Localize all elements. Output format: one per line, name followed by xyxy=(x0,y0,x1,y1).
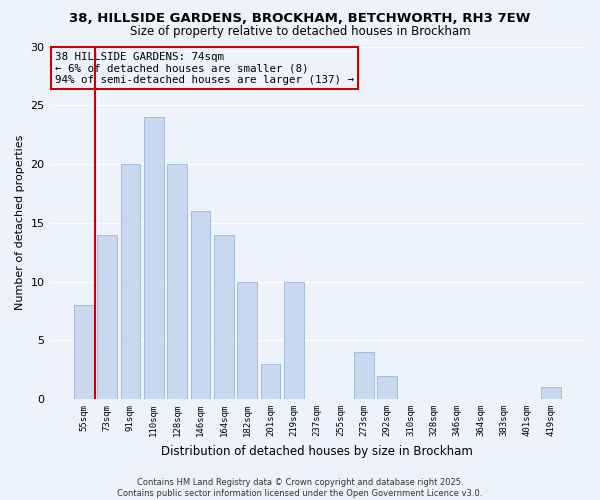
Bar xyxy=(377,376,397,399)
Text: Contains HM Land Registry data © Crown copyright and database right 2025.
Contai: Contains HM Land Registry data © Crown c… xyxy=(118,478,482,498)
Bar xyxy=(354,352,374,399)
Bar xyxy=(74,305,94,399)
Bar xyxy=(144,117,164,399)
Text: Size of property relative to detached houses in Brockham: Size of property relative to detached ho… xyxy=(130,25,470,38)
Text: 38 HILLSIDE GARDENS: 74sqm
← 6% of detached houses are smaller (8)
94% of semi-d: 38 HILLSIDE GARDENS: 74sqm ← 6% of detac… xyxy=(55,52,354,85)
Bar xyxy=(238,282,257,399)
Y-axis label: Number of detached properties: Number of detached properties xyxy=(15,135,25,310)
Bar xyxy=(260,364,280,399)
Bar xyxy=(121,164,140,399)
X-axis label: Distribution of detached houses by size in Brockham: Distribution of detached houses by size … xyxy=(161,444,473,458)
Bar xyxy=(214,234,234,399)
Bar xyxy=(541,388,560,399)
Text: 38, HILLSIDE GARDENS, BROCKHAM, BETCHWORTH, RH3 7EW: 38, HILLSIDE GARDENS, BROCKHAM, BETCHWOR… xyxy=(70,12,530,26)
Bar xyxy=(284,282,304,399)
Bar xyxy=(97,234,117,399)
Bar xyxy=(191,211,211,399)
Bar xyxy=(167,164,187,399)
